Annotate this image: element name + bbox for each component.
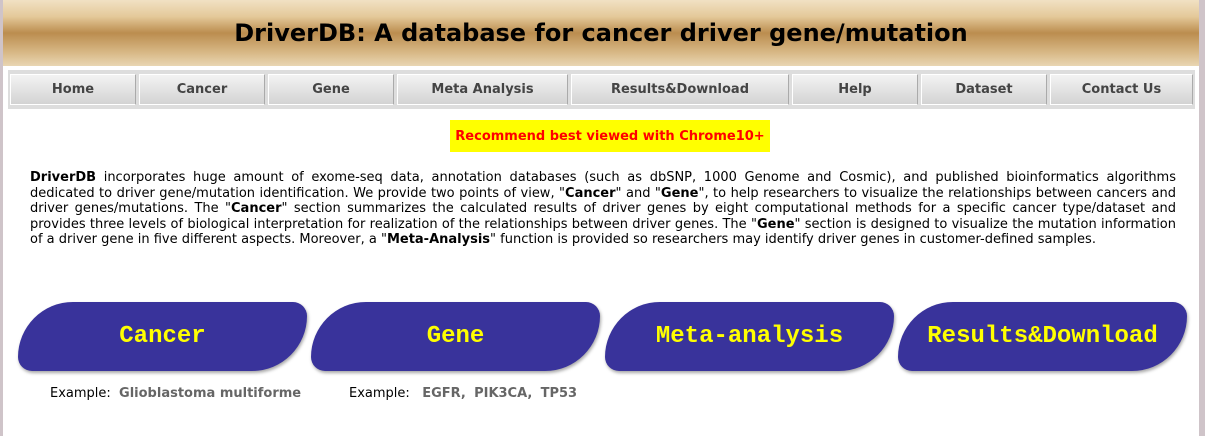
desc-text: incorporates huge amount of exome-seq da… [30, 170, 1176, 201]
example-label: Example: [349, 386, 410, 401]
example-gene-pik3ca[interactable]: PIK3CA, [474, 386, 533, 401]
desc-bold: Cancer [231, 201, 282, 217]
desc-bold: Gene [660, 185, 699, 201]
site-title: DriverDB: A database for cancer driver g… [234, 19, 968, 47]
desc-text: " section is designed to visualize the m… [30, 216, 1176, 248]
desc-text: " and " [615, 185, 661, 201]
brand-name: DriverDB [30, 170, 97, 185]
nav-results-download[interactable]: Results&Download [571, 74, 789, 105]
cancer-button[interactable]: Cancer [18, 302, 307, 371]
example-gene-tp53[interactable]: TP53 [540, 386, 578, 401]
cancer-example: Example: Glioblastoma multiforme [50, 386, 301, 401]
nav-gene[interactable]: Gene [268, 74, 394, 105]
nav-contact-us[interactable]: Contact Us [1050, 74, 1193, 105]
example-cancer-link[interactable]: Glioblastoma multiforme [119, 386, 302, 401]
nav-dataset[interactable]: Dataset [921, 74, 1047, 105]
nav-home[interactable]: Home [10, 74, 136, 105]
nav-meta-analysis[interactable]: Meta Analysis [397, 74, 568, 105]
nav-cancer[interactable]: Cancer [139, 74, 265, 105]
desc-text: ", to help researchers to visualize the … [30, 185, 1176, 217]
gene-example: Example: EGFR, PIK3CA, TP53 [349, 386, 577, 401]
browser-notice: Recommend best viewed with Chrome10+ [450, 120, 770, 152]
site-header: DriverDB: A database for cancer driver g… [3, 0, 1199, 66]
description: DriverDB incorporates huge amount of exo… [30, 170, 1176, 248]
desc-bold: Cancer [565, 185, 616, 201]
meta-analysis-button[interactable]: Meta-analysis [605, 302, 894, 371]
desc-text: " function is provided so researchers ma… [490, 232, 1096, 248]
nav-help[interactable]: Help [792, 74, 918, 105]
nav-bar: Home Cancer Gene Meta Analysis Results&D… [8, 70, 1195, 109]
gene-button[interactable]: Gene [311, 302, 600, 371]
desc-text: " section summarizes the calculated resu… [30, 201, 1177, 232]
results-download-button[interactable]: Results&Download [898, 302, 1187, 371]
page: DriverDB: A database for cancer driver g… [3, 0, 1199, 436]
example-label: Example: [50, 386, 111, 401]
desc-bold: Gene [756, 216, 795, 232]
desc-bold: Meta-Analysis [386, 232, 491, 248]
example-gene-egfr[interactable]: EGFR, [422, 386, 466, 401]
